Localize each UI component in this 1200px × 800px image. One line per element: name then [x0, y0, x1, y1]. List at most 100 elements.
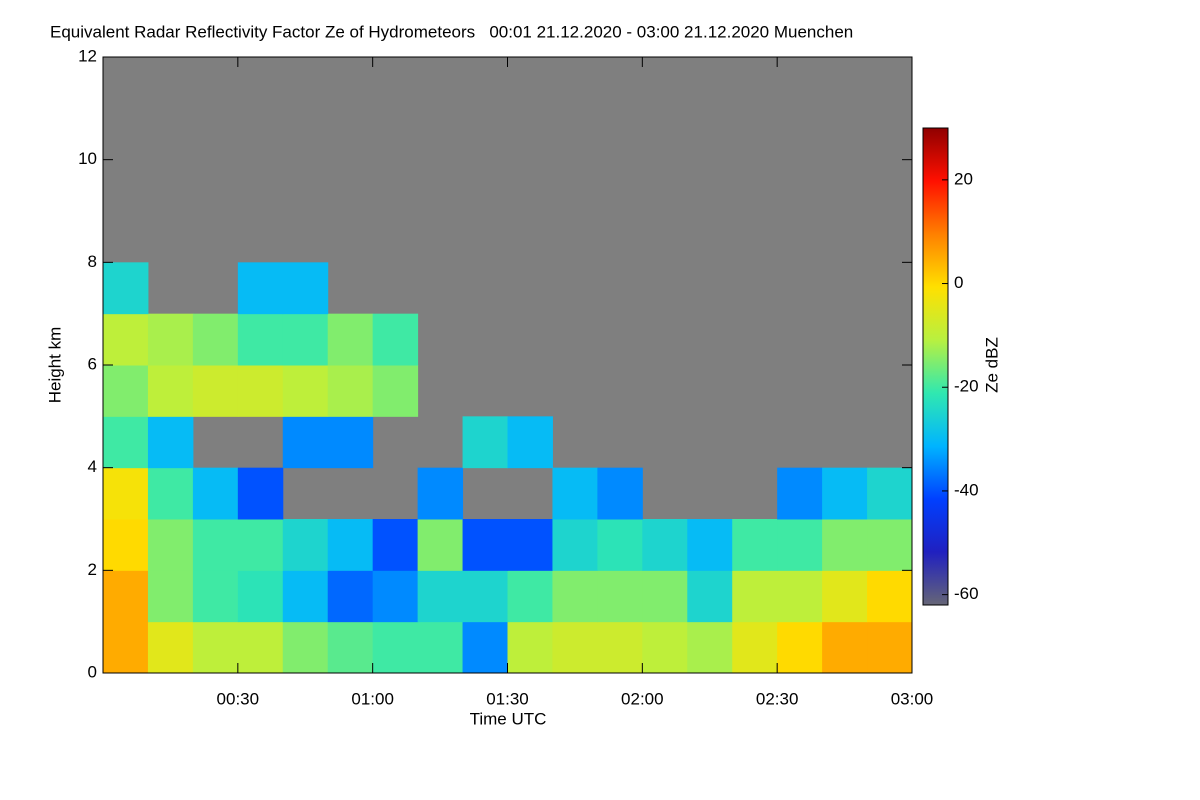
heat-cell: [552, 467, 598, 520]
heat-cell: [237, 365, 284, 417]
heat-cell: [507, 570, 553, 623]
heat-cell: [103, 365, 149, 417]
heat-cell: [597, 519, 643, 571]
heat-cell: [147, 519, 194, 571]
heat-cell: [327, 313, 374, 366]
heat-cell: [552, 519, 598, 571]
heat-cell: [237, 519, 284, 571]
heat-cell: [237, 570, 284, 623]
heat-cell: [327, 416, 374, 469]
y-tick-label: 8: [88, 252, 97, 271]
heat-cell: [327, 519, 374, 571]
heat-cell: [867, 519, 913, 571]
heat-cell: [103, 262, 149, 315]
heat-cell: [867, 621, 913, 674]
colorbar-tick-label: -20: [954, 377, 979, 396]
colorbar-label: Ze dBZ: [982, 337, 1001, 393]
heat-cell: [327, 365, 374, 417]
heat-cell: [552, 621, 598, 674]
heat-cell: [237, 621, 284, 674]
heat-cell: [372, 519, 419, 571]
heat-cell: [417, 621, 464, 674]
heat-cell: [147, 570, 194, 623]
y-tick-label: 2: [88, 560, 97, 579]
heat-cell: [777, 621, 823, 674]
heat-cell: [192, 313, 239, 366]
heat-cell: [777, 519, 823, 571]
heat-cell: [192, 467, 239, 520]
heat-cell: [237, 467, 284, 520]
heat-cell: [327, 570, 374, 623]
heat-cell: [462, 519, 508, 571]
heat-cell: [103, 467, 149, 520]
y-tick-label: 0: [88, 662, 97, 681]
heat-cell: [282, 365, 329, 417]
heat-cell: [192, 365, 239, 417]
heat-cell: [103, 570, 149, 623]
heat-cell: [687, 570, 733, 623]
heat-cell: [103, 313, 149, 366]
x-tick-label: 00:30: [217, 689, 260, 708]
colorbar: [922, 127, 949, 606]
heat-cell: [822, 621, 868, 674]
heat-cell: [282, 313, 329, 366]
heat-cell: [282, 621, 329, 674]
heat-cell: [687, 519, 733, 571]
heat-cell: [282, 416, 329, 469]
x-tick-label: 01:00: [351, 689, 394, 708]
x-tick-label: 03:00: [891, 689, 934, 708]
heat-cell: [507, 519, 553, 571]
heat-cell: [462, 570, 508, 623]
heat-cell: [507, 416, 553, 469]
heat-cell: [597, 570, 643, 623]
heat-cell: [777, 570, 823, 623]
heat-cell: [372, 313, 419, 366]
x-tick-label: 01:30: [486, 689, 529, 708]
heat-cell: [417, 467, 464, 520]
heat-cell: [462, 416, 508, 469]
heat-cell: [642, 519, 688, 571]
heat-cell: [147, 365, 194, 417]
chart-title: Equivalent Radar Reflectivity Factor Ze …: [50, 22, 853, 41]
heat-cell: [642, 621, 688, 674]
heat-cell: [732, 621, 778, 674]
heat-cell: [282, 519, 329, 571]
heat-cell: [192, 519, 239, 571]
heat-cell: [507, 621, 553, 674]
y-tick-label: 4: [88, 457, 97, 476]
heat-cell: [103, 621, 149, 674]
heat-cell: [282, 570, 329, 623]
heat-cell: [732, 519, 778, 571]
x-tick-label: 02:00: [621, 689, 664, 708]
heat-cell: [372, 621, 419, 674]
colorbar-tick-label: -60: [954, 584, 979, 603]
heat-cell: [552, 570, 598, 623]
heat-cell: [777, 467, 823, 520]
heat-cell: [147, 313, 194, 366]
heat-cell: [103, 416, 149, 469]
colorbar-tick-label: 20: [954, 169, 973, 188]
heat-cell: [372, 365, 419, 417]
heat-cell: [147, 621, 194, 674]
heat-cell: [147, 416, 194, 469]
x-axis-label: Time UTC: [470, 709, 547, 728]
heat-cell: [732, 570, 778, 623]
heat-cell: [822, 467, 868, 520]
heat-cell: [867, 467, 913, 520]
heat-cell: [597, 621, 643, 674]
y-tick-label: 12: [78, 46, 97, 65]
heat-cell: [282, 262, 329, 315]
colorbar-tick-label: 0: [954, 273, 963, 292]
colorbar-tick-label: -40: [954, 480, 979, 499]
heat-cell: [103, 519, 149, 571]
y-tick-label: 6: [88, 354, 97, 373]
heat-cell: [327, 621, 374, 674]
heat-cell: [192, 570, 239, 623]
y-axis-label: Height km: [45, 327, 64, 404]
heat-cell: [687, 621, 733, 674]
x-tick-label: 02:30: [756, 689, 799, 708]
heat-cell: [417, 570, 464, 623]
heat-cell: [867, 570, 913, 623]
heat-cell: [417, 519, 464, 571]
